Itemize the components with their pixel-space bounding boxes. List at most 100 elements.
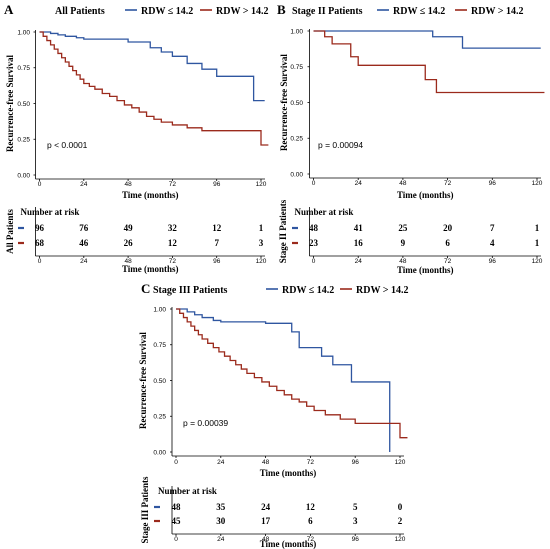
y-axis-title: Recurrence-free Survival — [5, 55, 15, 152]
risk-count: 12 — [212, 223, 222, 233]
risk-x-tick-label: 96 — [213, 258, 221, 265]
panel-letter: C — [141, 281, 150, 296]
p-value-annotation: p < 0.0001 — [47, 140, 88, 150]
risk-count: 9 — [401, 238, 406, 248]
risk-count: 32 — [168, 223, 178, 233]
risk-count: 12 — [306, 502, 316, 512]
panel-b: B Stage II Patients RDW ≤ 14.2 RDW > 14.2 0.… — [277, 2, 545, 275]
risk-x-tick-label: 0 — [38, 258, 42, 265]
x-tick-label: 48 — [124, 181, 132, 188]
risk-count: 3 — [353, 516, 358, 526]
y-axis-title: Recurrence-free Survival — [138, 332, 148, 429]
km-curve-high-rdw — [176, 308, 408, 439]
risk-count: 49 — [124, 223, 134, 233]
risk-count: 0 — [398, 502, 403, 512]
risk-count: 5 — [353, 502, 358, 512]
panel-letter: A — [4, 2, 14, 17]
risk-count: 45 — [172, 516, 182, 526]
x-tick-label: 120 — [256, 181, 267, 188]
y-tick-label: 0.25 — [290, 136, 303, 143]
y-tick-label: 0.25 — [17, 137, 30, 144]
km-curve-low-rdw — [176, 308, 391, 452]
risk-count: 4 — [490, 238, 495, 248]
risk-table-group-label: All Patients — [5, 209, 15, 254]
risk-count: 2 — [398, 516, 403, 526]
risk-count: 26 — [124, 238, 134, 248]
risk-count: 7 — [214, 238, 219, 248]
risk-x-tick-label: 24 — [80, 258, 88, 265]
risk-x-axis-title: Time (months) — [397, 265, 454, 275]
risk-table-group-label: Stage II Patients — [278, 199, 288, 263]
risk-count: 46 — [79, 238, 89, 248]
x-tick-label: 24 — [217, 459, 225, 466]
x-tick-label: 72 — [169, 181, 177, 188]
risk-count: 48 — [172, 502, 182, 512]
y-tick-label: 0.50 — [17, 101, 30, 108]
risk-table: Number at risk 96 76 49 32 12 1 68 46 26 12 7 3 0 24 48… — [5, 207, 267, 274]
km-curve-low-rdw — [39, 31, 265, 102]
legend-label-low: RDW ≤ 14.2 — [141, 6, 193, 17]
y-tick-label: 0.75 — [290, 64, 303, 71]
risk-count: 6 — [445, 238, 450, 248]
risk-count: 25 — [398, 223, 408, 233]
risk-count: 76 — [79, 223, 89, 233]
risk-count: 17 — [261, 516, 271, 526]
risk-table-group-label: Stage III Patients — [140, 476, 150, 543]
panel-a: A All Patients RDW ≤ 14.2 RDW > 14.2 0.00 0.2… — [4, 2, 268, 274]
risk-count: 6 — [308, 516, 313, 526]
y-tick-label: 0.00 — [290, 171, 303, 178]
y-axis-title: Recurrence-free Survival — [279, 54, 289, 151]
y-tick-label: 0.50 — [290, 100, 303, 107]
risk-count: 68 — [35, 238, 45, 248]
y-tick-label: 0.00 — [17, 172, 30, 179]
risk-x-tick-label: 72 — [307, 536, 315, 543]
legend-label-low: RDW ≤ 14.2 — [282, 285, 334, 296]
risk-count: 3 — [259, 238, 264, 248]
legend-label-high: RDW > 14.2 — [216, 6, 268, 17]
x-tick-label: 72 — [444, 180, 452, 187]
risk-count: 1 — [259, 223, 264, 233]
risk-x-tick-label: 96 — [489, 258, 497, 265]
risk-table-title: Number at risk — [21, 207, 80, 217]
risk-x-axis-title: Time (months) — [122, 264, 179, 274]
panel-title: Stage III Patients — [153, 285, 228, 296]
p-value-annotation: p = 0.00094 — [318, 140, 363, 150]
risk-x-tick-label: 48 — [124, 258, 132, 265]
legend-label-high: RDW > 14.2 — [471, 6, 523, 17]
risk-x-tick-label: 120 — [395, 536, 406, 543]
y-tick-label: 0.00 — [153, 449, 166, 456]
x-tick-label: 96 — [489, 180, 497, 187]
x-tick-label: 96 — [213, 181, 221, 188]
risk-count: 24 — [261, 502, 271, 512]
y-tick-label: 0.75 — [153, 342, 166, 349]
risk-count: 30 — [216, 516, 226, 526]
y-tick-label: 1.00 — [153, 306, 166, 313]
risk-count: 20 — [443, 223, 453, 233]
risk-x-tick-label: 72 — [444, 258, 452, 265]
km-curve-high-rdw — [39, 31, 269, 146]
risk-count: 48 — [309, 223, 319, 233]
x-axis-title: Time (months) — [260, 468, 317, 478]
x-tick-label: 72 — [307, 459, 315, 466]
risk-x-tick-label: 24 — [355, 258, 363, 265]
p-value-annotation: p = 0.00039 — [183, 418, 228, 428]
km-curve-high-rdw — [313, 30, 545, 94]
y-tick-label: 1.00 — [290, 28, 303, 35]
risk-x-axis-title: Time (months) — [260, 539, 317, 549]
risk-table-title: Number at risk — [295, 207, 354, 217]
km-curve-low-rdw — [313, 30, 541, 49]
risk-count: 1 — [535, 223, 540, 233]
risk-x-tick-label: 48 — [399, 258, 407, 265]
legend-label-low: RDW ≤ 14.2 — [393, 6, 445, 17]
risk-x-tick-label: 0 — [312, 258, 316, 265]
x-axis-title: Time (months) — [397, 190, 454, 200]
x-tick-label: 96 — [352, 459, 360, 466]
risk-x-tick-label: 96 — [352, 536, 360, 543]
risk-count: 41 — [354, 223, 364, 233]
risk-count: 16 — [354, 238, 364, 248]
risk-x-tick-label: 72 — [169, 258, 177, 265]
risk-count: 12 — [168, 238, 178, 248]
x-tick-label: 0 — [38, 181, 42, 188]
